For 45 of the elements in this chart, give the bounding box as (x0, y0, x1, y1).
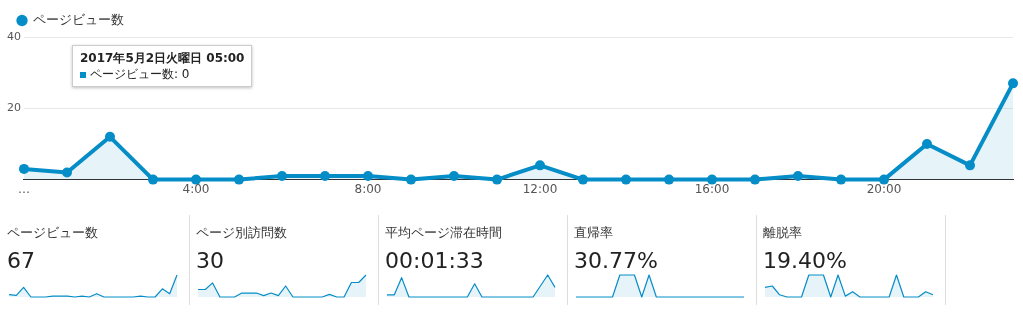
chart-title: ページ別訪問数 (196, 224, 287, 242)
text: 67 (7, 248, 35, 273)
chart-title: 離脱率 (763, 224, 802, 242)
point (1008, 78, 1018, 89)
point (707, 174, 717, 185)
point (750, 174, 760, 185)
point (19, 163, 29, 174)
point (492, 174, 502, 185)
x-tick-label: 12:00 (522, 181, 558, 196)
point (836, 174, 846, 185)
point (148, 174, 158, 185)
point (277, 171, 287, 182)
x-tick-label: 4:00 (182, 181, 210, 196)
x-tick-label: 8:00 (354, 181, 382, 196)
point (234, 174, 244, 185)
point (879, 174, 889, 185)
text: 00:01:33 (385, 248, 484, 273)
point (363, 171, 373, 182)
annotation: ページビュー数: 0 (90, 67, 190, 81)
annotation: 2017年5月2日火曜日 05:00 (80, 51, 245, 65)
point (62, 167, 72, 178)
point (578, 174, 588, 185)
text: 30 (196, 248, 224, 273)
y-tick-label: 20 (7, 101, 21, 115)
chart-title: 平均ページ滞在時間 (385, 224, 502, 242)
point (191, 174, 201, 185)
point (793, 171, 803, 182)
text: 19.40% (763, 248, 847, 273)
point (105, 131, 115, 142)
legend-label: ページビュー数 (32, 11, 124, 27)
y-tick-label: 40 (7, 29, 21, 43)
point (664, 174, 674, 185)
chart-title: ページビュー数 (7, 224, 98, 242)
point (922, 138, 932, 149)
x-tick-label: … (18, 181, 30, 196)
x-tick-label: 20:00 (866, 181, 902, 196)
point (535, 160, 545, 171)
text: 30.77% (574, 248, 658, 273)
chart-title: 直帰率 (574, 224, 613, 242)
point (320, 171, 330, 182)
point (406, 174, 416, 185)
point (449, 171, 459, 182)
point (621, 174, 631, 185)
point (965, 160, 975, 171)
x-tick-label: 16:00 (694, 181, 730, 196)
